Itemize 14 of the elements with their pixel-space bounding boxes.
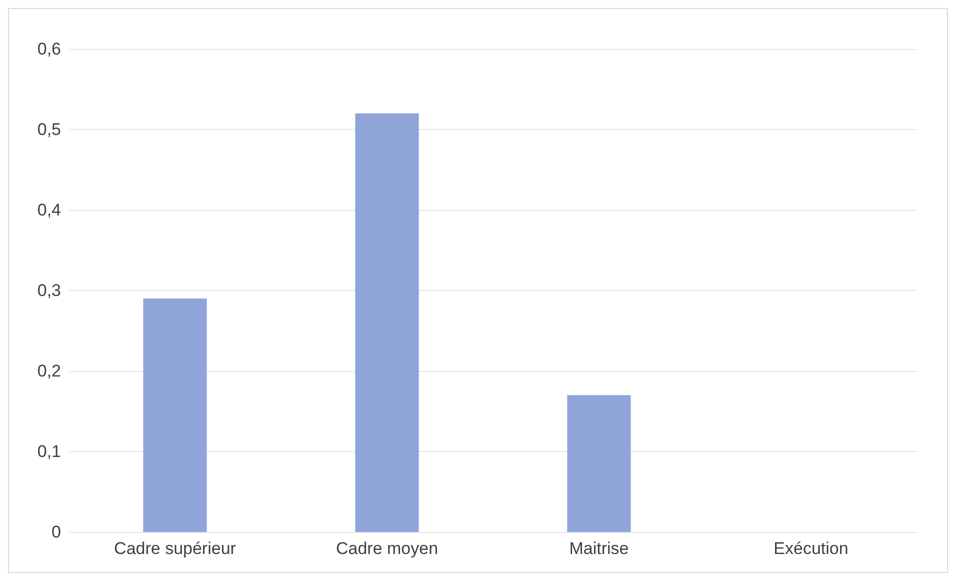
bar: [567, 395, 631, 532]
x-tick-label: Maitrise: [569, 539, 629, 558]
y-tick-label: 0,3: [37, 281, 61, 300]
y-tick-label: 0: [52, 522, 61, 542]
y-tick-label: 0,6: [37, 40, 61, 58]
bar: [355, 113, 419, 532]
y-tick-label: 0,5: [37, 120, 61, 139]
y-tick-label: 0,4: [37, 200, 61, 220]
bar: [143, 298, 207, 532]
x-tick-label: Exécution: [774, 539, 848, 558]
x-tick-label: Cadre supérieur: [114, 539, 236, 558]
y-tick-label: 0,2: [37, 362, 61, 380]
y-tick-label: 0,1: [37, 442, 61, 461]
x-tick-label: Cadre moyen: [336, 539, 438, 558]
